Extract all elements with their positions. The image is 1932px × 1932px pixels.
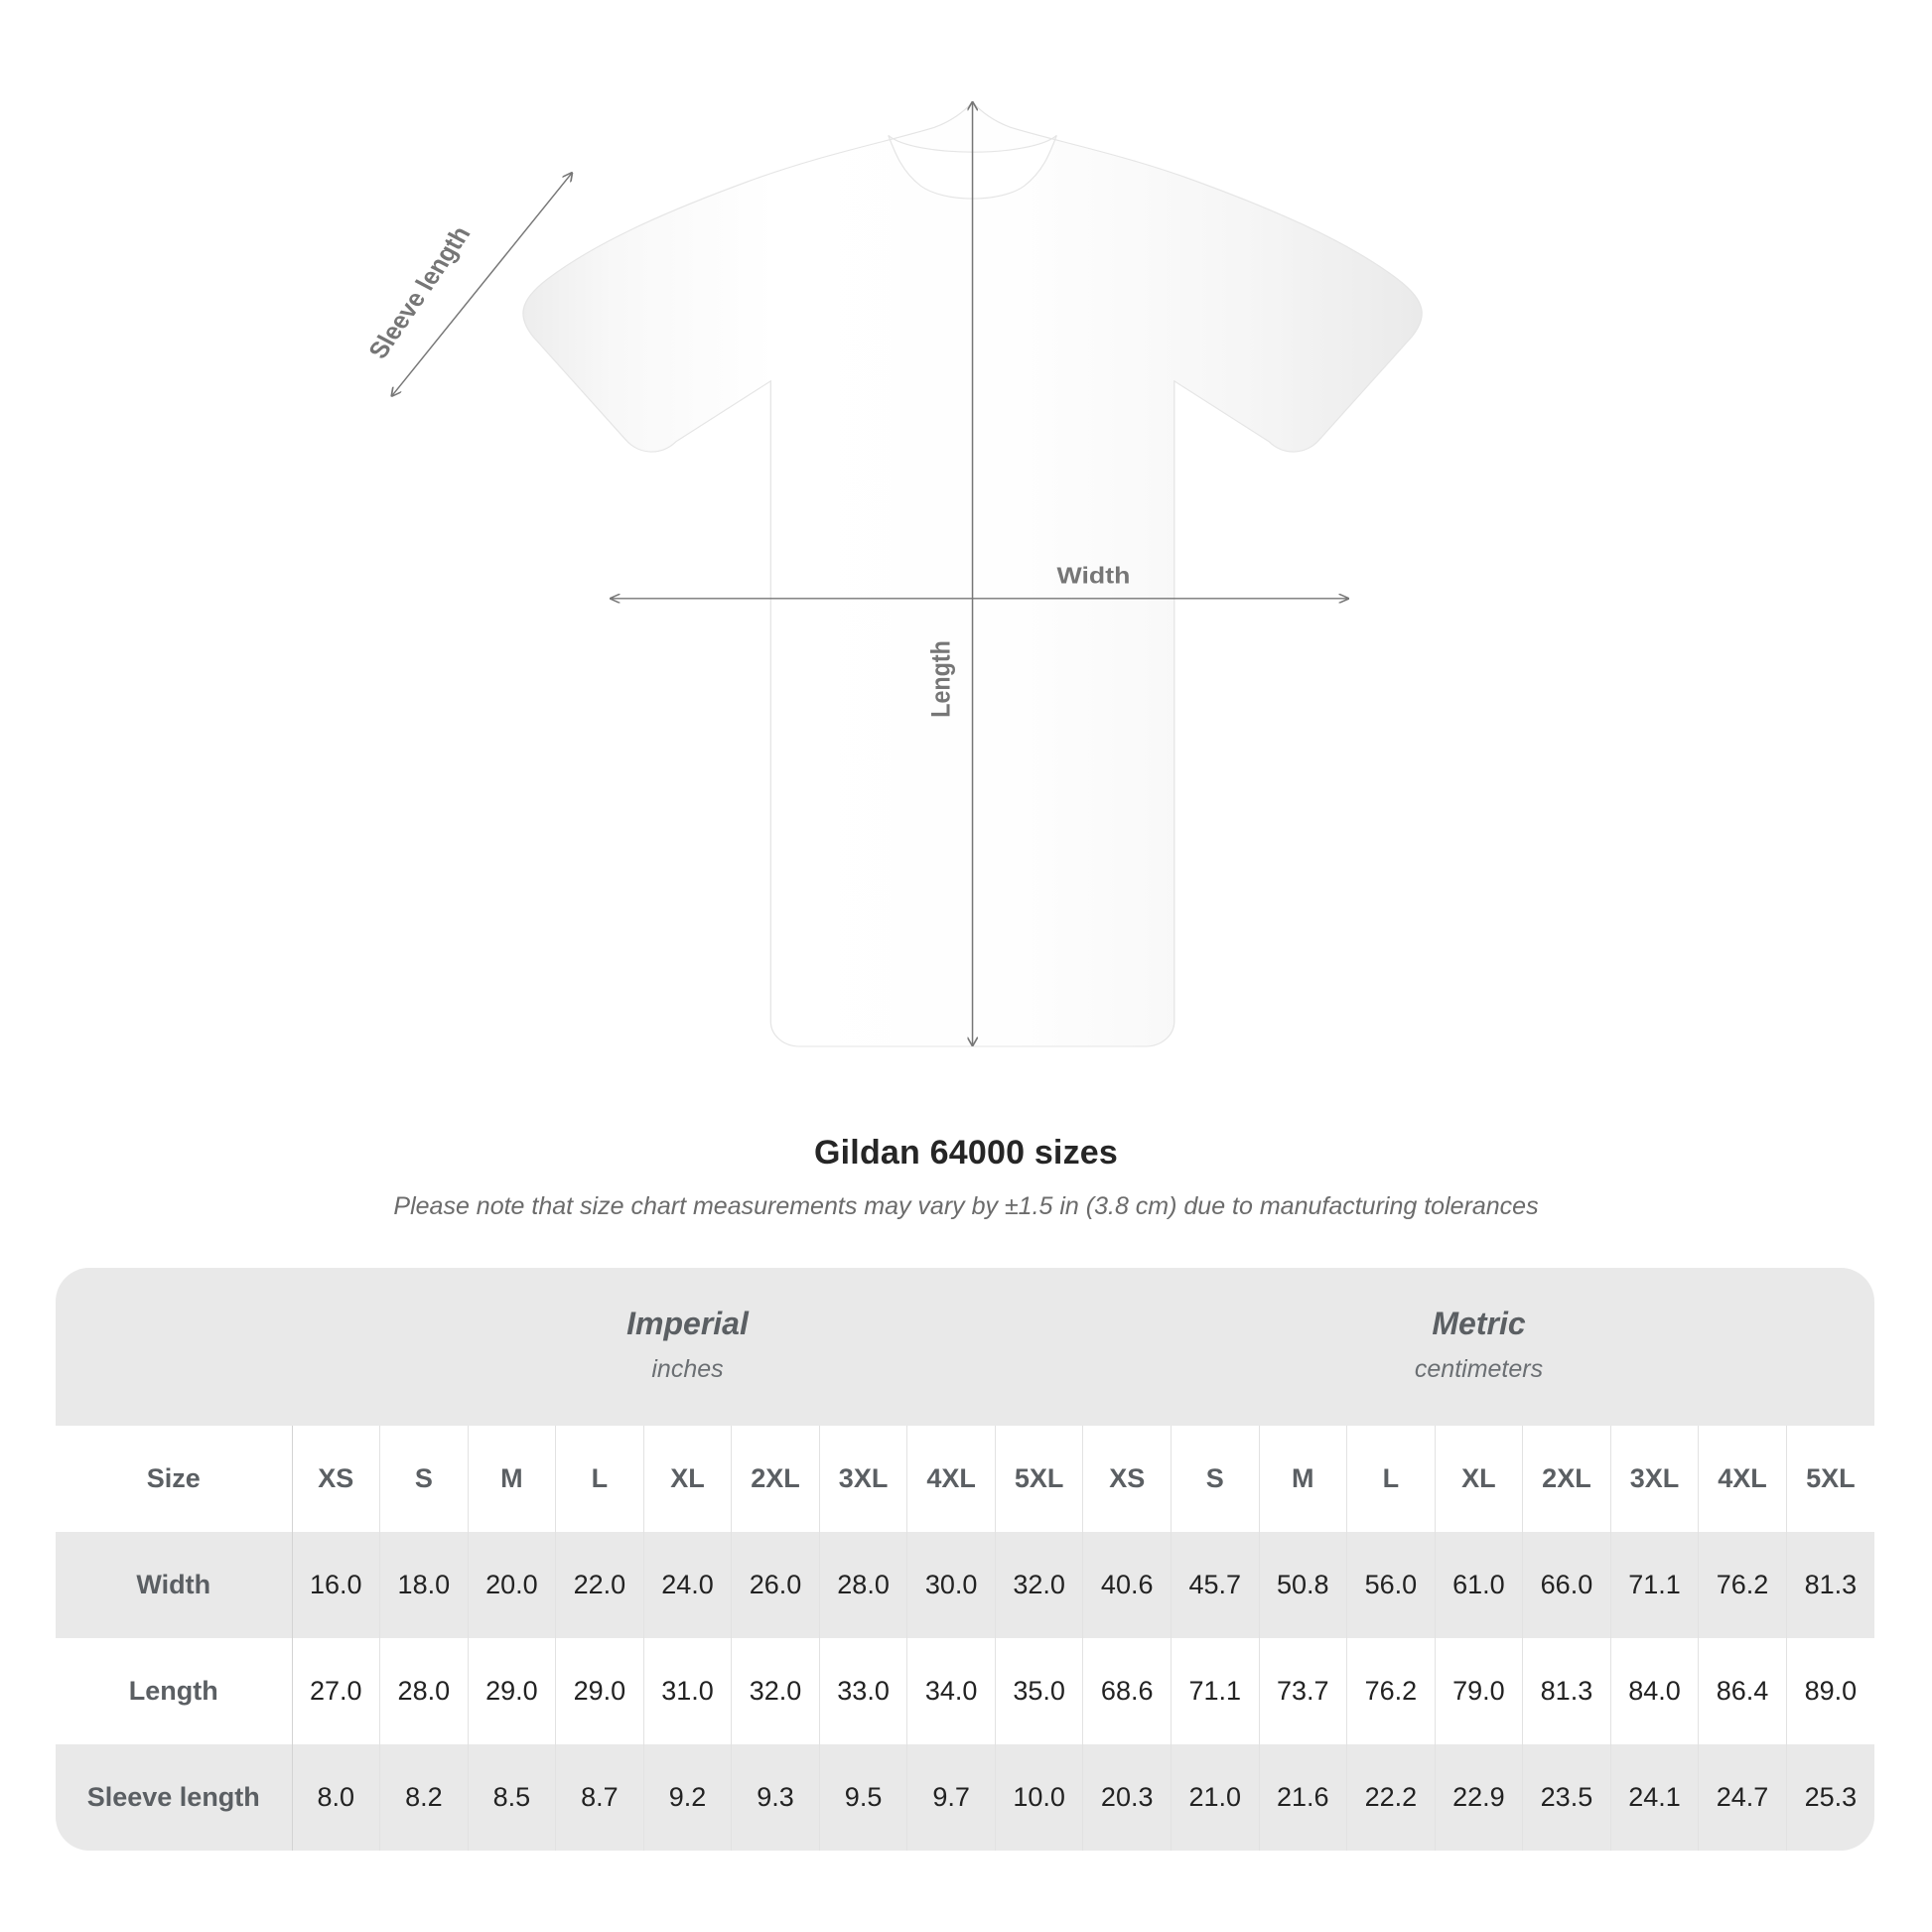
svg-text:Width: Width: [1057, 563, 1131, 589]
svg-text:Length: Length: [926, 640, 956, 718]
svg-text:Sleeve length: Sleeve length: [363, 222, 477, 363]
